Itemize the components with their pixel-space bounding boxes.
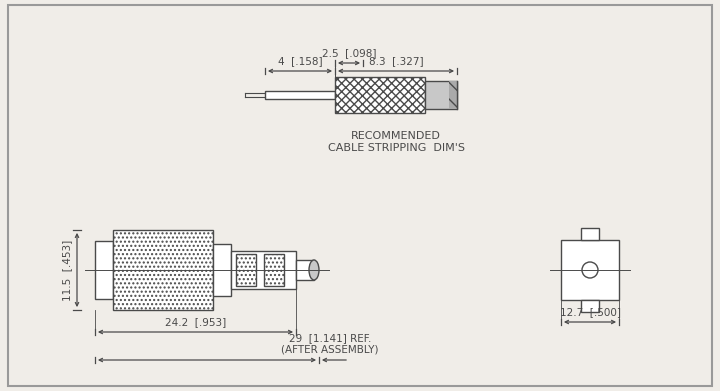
Text: RECOMMENDED
CABLE STRIPPING  DIM'S: RECOMMENDED CABLE STRIPPING DIM'S — [328, 131, 464, 152]
Bar — [425, 81, 457, 109]
Circle shape — [582, 262, 598, 278]
Bar — [213, 244, 231, 296]
Ellipse shape — [309, 260, 319, 280]
Text: 8.3  [.327]: 8.3 [.327] — [369, 56, 423, 66]
Text: 12.7  [.500]: 12.7 [.500] — [559, 307, 621, 317]
Bar — [95, 241, 113, 299]
Bar — [449, 81, 457, 109]
Bar — [296, 260, 314, 280]
Bar — [236, 254, 256, 286]
Bar — [335, 77, 425, 113]
Text: 24.2  [.953]: 24.2 [.953] — [165, 317, 226, 327]
Bar — [581, 300, 599, 312]
Text: 29  [1.141] REF.
(AFTER ASSEMBLY): 29 [1.141] REF. (AFTER ASSEMBLY) — [282, 334, 379, 355]
Bar — [231, 251, 296, 289]
Bar — [581, 228, 599, 240]
Bar — [561, 240, 619, 300]
Bar — [264, 254, 284, 286]
Bar — [265, 91, 335, 99]
Bar — [113, 230, 213, 310]
Text: 4  [.158]: 4 [.158] — [278, 56, 323, 66]
Text: 2.5  [.098]: 2.5 [.098] — [322, 48, 377, 58]
Text: 11.5  [.453]: 11.5 [.453] — [62, 239, 72, 301]
